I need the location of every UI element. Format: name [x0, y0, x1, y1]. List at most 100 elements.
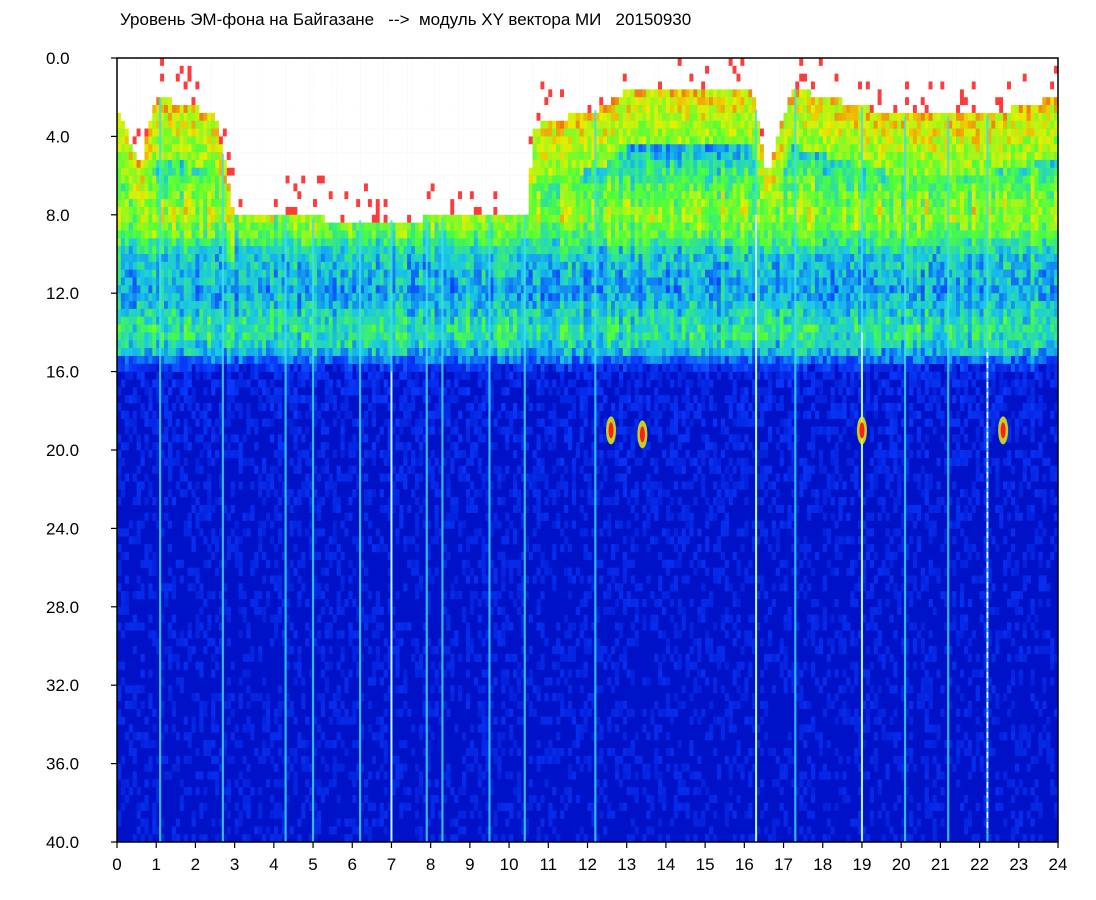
spectrogram-cell: [367, 771, 373, 780]
spectrogram-cell: [360, 214, 365, 223]
spectrogram-cell: [367, 293, 373, 302]
spectrogram-cell: [277, 183, 282, 192]
spectrogram-cell: [340, 230, 345, 239]
spectrogram-cell: [411, 348, 416, 357]
spectrogram-cell: [246, 402, 251, 412]
spectrogram-cell: [395, 653, 400, 662]
spectrogram-cell: [348, 81, 353, 90]
spectrogram-cell: [246, 285, 251, 294]
spectrogram-cell: [175, 246, 181, 255]
spectrogram-cell: [301, 583, 306, 592]
spectrogram-cell: [301, 559, 306, 568]
spectrogram-cell: [160, 246, 165, 255]
spectrogram-cell: [234, 105, 239, 114]
spectrogram-cell: [187, 787, 192, 796]
spectrogram-cell: [309, 355, 314, 365]
spectrogram-cell: [434, 58, 439, 67]
spectrogram-cell: [171, 293, 177, 302]
spectrogram-cell: [120, 716, 126, 725]
spectrogram-cell: [117, 528, 122, 537]
spectrogram-cell: [313, 308, 318, 318]
spectrogram-cell: [285, 489, 290, 498]
spectrogram-cell: [348, 301, 353, 310]
spectrogram-cell: [144, 175, 149, 184]
spectrogram-cell: [285, 191, 290, 200]
spectrogram-cell: [152, 740, 157, 749]
spectrogram-cell: [379, 230, 384, 239]
spectrogram-cell: [160, 191, 165, 200]
spectrogram-cell: [273, 622, 279, 631]
spectrogram-cell: [262, 136, 267, 145]
spectrogram-cell: [430, 536, 435, 545]
spectrogram-cell: [367, 144, 373, 153]
spectrogram-cell: [411, 58, 416, 67]
spectrogram-cell: [152, 363, 157, 372]
spectrogram-cell: [289, 418, 294, 427]
spectrogram-cell: [246, 261, 251, 270]
spectrogram-cell: [203, 152, 208, 161]
spectrogram-cell: [399, 442, 404, 451]
spectrogram-cell: [399, 332, 404, 341]
spectrogram-cell: [187, 740, 192, 749]
spectrogram-cell: [371, 293, 377, 302]
spectrogram-cell: [218, 128, 224, 137]
spectrogram-cell: [430, 214, 435, 223]
spectrogram-cell: [340, 700, 345, 710]
spectrogram-cell: [215, 301, 220, 310]
spectrogram-cell: [132, 89, 137, 98]
spectrogram-cell: [136, 183, 141, 192]
spectrogram-cell: [175, 559, 181, 568]
spectrogram-cell: [364, 159, 369, 169]
spectrogram-cell: [254, 246, 259, 255]
spectrogram-cell: [407, 301, 412, 310]
spectrogram-cell: [144, 551, 149, 561]
spectrogram-cell: [262, 457, 267, 466]
spectrogram-cell: [320, 324, 326, 333]
spectrogram-cell: [414, 159, 420, 169]
spectrogram-cell: [250, 293, 255, 302]
spectrogram-cell: [250, 693, 255, 702]
spectrogram-cell: [285, 379, 290, 388]
spectrogram-cell: [226, 214, 231, 223]
spectrogram-cell: [277, 58, 282, 67]
spectrogram-cell: [167, 222, 173, 231]
spectrogram-cell: [203, 371, 208, 380]
spectrogram-cell: [234, 818, 239, 827]
spectrogram-cell: [352, 779, 357, 788]
spectrogram-cell: [367, 73, 373, 82]
spectrogram-cell: [289, 457, 294, 466]
spectrogram-cell: [289, 269, 294, 278]
spectrogram-cell: [254, 591, 259, 600]
spectrogram-cell: [164, 598, 169, 608]
spectrogram-cell: [383, 175, 388, 184]
spectrogram-cell: [128, 144, 133, 153]
spectrogram-cell: [222, 787, 228, 796]
spectrogram-cell: [199, 324, 204, 333]
spectrogram-cell: [128, 152, 133, 161]
spectrogram-cell: [136, 152, 141, 161]
spectrogram-cell: [391, 779, 396, 788]
spectrogram-cell: [199, 724, 204, 733]
spectrogram-cell: [281, 206, 286, 216]
spectrogram-cell: [414, 591, 420, 600]
spectrogram-cell: [238, 481, 243, 490]
spectrogram-cell: [426, 598, 431, 608]
spectrogram-cell: [426, 606, 431, 615]
spectrogram-cell: [399, 802, 404, 811]
spectrogram-cell: [375, 661, 380, 670]
spectrogram-cell: [407, 152, 412, 161]
spectrogram-cell: [371, 105, 377, 114]
spectrogram-cell: [273, 340, 279, 349]
spectrogram-cell: [360, 246, 365, 255]
spectrogram-cell: [305, 779, 310, 788]
spectrogram-cell: [430, 73, 435, 82]
spectrogram-cell: [132, 646, 137, 655]
spectrogram-cell: [234, 73, 239, 82]
spectrogram-cell: [344, 254, 349, 263]
spectrogram-cell: [414, 544, 420, 553]
spectrogram-cell: [395, 646, 400, 655]
spectrogram-cell: [375, 387, 380, 396]
spectrogram-cell: [148, 293, 153, 302]
spectrogram-cell: [395, 199, 400, 208]
spectrogram-cell: [117, 716, 122, 725]
